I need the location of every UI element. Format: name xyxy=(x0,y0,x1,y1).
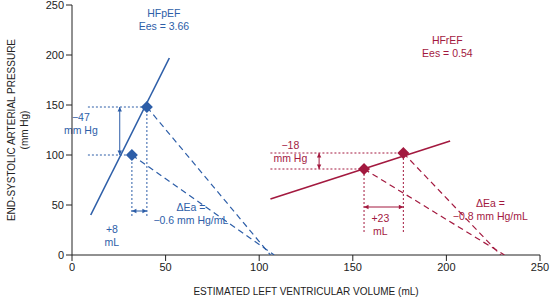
svg-text:END-SYSTOLIC ARTERIAL PRESSURE: END-SYSTOLIC ARTERIAL PRESSURE xyxy=(8,39,17,221)
svg-text:50: 50 xyxy=(52,199,64,211)
svg-text:100: 100 xyxy=(250,261,268,273)
svg-text:100: 100 xyxy=(46,149,64,161)
svg-text:ΔEa =−0.6 mm Hg/mL: ΔEa =−0.6 mm Hg/mL xyxy=(153,201,228,226)
svg-text:HFrEFEes = 0.54: HFrEFEes = 0.54 xyxy=(422,34,473,59)
svg-text:200: 200 xyxy=(46,49,64,61)
svg-text:−18mm Hg: −18mm Hg xyxy=(273,139,307,164)
svg-text:+23mL: +23mL xyxy=(371,212,389,237)
svg-text:ESTIMATED LEFT VENTRICULAR VOL: ESTIMATED LEFT VENTRICULAR VOLUME (mL) xyxy=(193,286,418,297)
svg-text:HFpEFEes = 3.66: HFpEFEes = 3.66 xyxy=(139,7,190,32)
svg-text:ΔEa =−0.8 mm Hg/mL: ΔEa =−0.8 mm Hg/mL xyxy=(453,197,528,222)
svg-text:200: 200 xyxy=(437,261,455,273)
svg-text:150: 150 xyxy=(46,99,64,111)
svg-text:250: 250 xyxy=(46,0,64,11)
svg-text:0: 0 xyxy=(69,261,75,273)
svg-text:150: 150 xyxy=(344,261,362,273)
svg-text:250: 250 xyxy=(531,261,547,273)
svg-text:(mm Hg): (mm Hg) xyxy=(19,111,30,150)
svg-text:50: 50 xyxy=(159,261,171,273)
svg-text:−47mm Hg: −47mm Hg xyxy=(64,111,98,136)
svg-text:0: 0 xyxy=(58,249,64,261)
svg-text:+8mL: +8mL xyxy=(105,223,120,248)
